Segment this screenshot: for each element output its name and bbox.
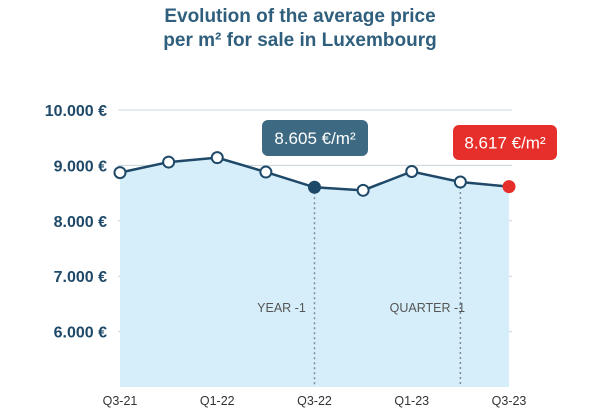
chart-title-line: per m² for sale in Luxembourg bbox=[163, 30, 436, 51]
y-axis-ticks: 6.000 € 7.000 € 8.000 € 9.000 € 10.000 € bbox=[45, 103, 107, 342]
chart-title: Evolution of the average price per m² for… bbox=[163, 6, 436, 51]
x-tick-label: Q3-21 bbox=[103, 394, 138, 408]
annotations: YEAR -1 QUARTER -1 bbox=[257, 182, 465, 387]
data-point bbox=[453, 175, 467, 189]
data-points bbox=[113, 151, 516, 197]
callout-label: 8.617 €/m² bbox=[464, 134, 546, 153]
data-point bbox=[210, 151, 224, 165]
data-point bbox=[405, 164, 419, 178]
y-tick-label: 10.000 € bbox=[45, 103, 107, 120]
callout-label: 8.605 €/m² bbox=[274, 129, 356, 148]
annotation-label: QUARTER -1 bbox=[390, 301, 466, 315]
y-tick-label: 6.000 € bbox=[54, 325, 107, 342]
data-point bbox=[502, 180, 516, 194]
data-point bbox=[308, 180, 321, 194]
data-point bbox=[259, 165, 273, 179]
data-point bbox=[162, 155, 176, 169]
data-point bbox=[113, 166, 127, 180]
x-tick-label: Q3-22 bbox=[297, 394, 332, 408]
y-tick-label: 7.000 € bbox=[54, 269, 107, 286]
y-tick-label: 8.000 € bbox=[54, 214, 107, 231]
x-axis-ticks: Q3-21 Q1-22 Q3-22 Q1-23 Q3-23 bbox=[103, 394, 527, 408]
x-tick-label: Q1-23 bbox=[394, 394, 429, 408]
x-tick-label: Q1-22 bbox=[200, 394, 235, 408]
data-point bbox=[356, 183, 370, 197]
callouts: 8.605 €/m² 8.617 €/m² bbox=[262, 120, 557, 160]
callout-current bbox=[453, 125, 557, 160]
callout-year-ago bbox=[262, 120, 368, 156]
y-tick-label: 9.000 € bbox=[54, 158, 107, 175]
x-tick-label: Q3-23 bbox=[492, 394, 527, 408]
annotation-label: YEAR -1 bbox=[257, 301, 306, 315]
chart-title-line: Evolution of the average price bbox=[164, 6, 435, 27]
